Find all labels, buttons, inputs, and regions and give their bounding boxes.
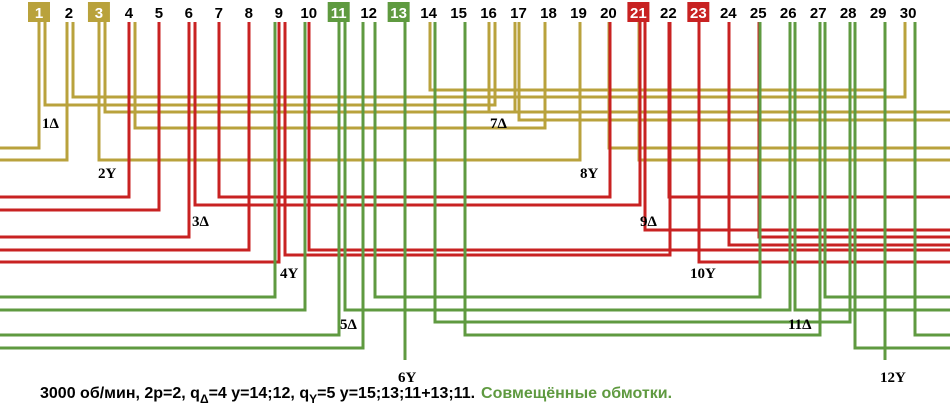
coil-label: 1Δ bbox=[42, 116, 60, 132]
slot-number: 14 bbox=[420, 5, 437, 22]
caption-text: =5 y=15;13;11+13;11. bbox=[317, 385, 475, 402]
slot-number: 25 bbox=[750, 5, 767, 22]
slot-number: 6 bbox=[185, 5, 193, 22]
slot-number: 5 bbox=[155, 5, 163, 22]
caption: 3000 об/мин, 2p=2, qΔ=4 y=14;12, qY=5 y=… bbox=[40, 385, 672, 406]
slot-number: 13 bbox=[390, 5, 407, 22]
gold-winding bbox=[0, 22, 950, 162]
slot-number: 7 bbox=[215, 5, 223, 22]
slot-number: 30 bbox=[900, 5, 917, 22]
coil-label: 6Y bbox=[398, 370, 417, 386]
caption-text: =4 y=14;12, q bbox=[209, 385, 310, 402]
slot-number: 28 bbox=[840, 5, 857, 22]
slot-number: 3 bbox=[95, 5, 103, 22]
slot-number: 1 bbox=[35, 5, 43, 22]
caption-sub: Y bbox=[309, 392, 317, 406]
caption-sub: Δ bbox=[200, 392, 209, 406]
slot-box bbox=[687, 2, 710, 22]
slot-number: 4 bbox=[125, 5, 134, 22]
slot-number: 19 bbox=[570, 5, 587, 22]
slot-number: 23 bbox=[690, 5, 707, 22]
slot-number: 24 bbox=[720, 5, 737, 22]
slot-number: 20 bbox=[600, 5, 617, 22]
slot-number: 12 bbox=[360, 5, 377, 22]
slot-number: 22 bbox=[660, 5, 677, 22]
coil-label: 12Y bbox=[880, 370, 906, 386]
slot-number: 15 bbox=[450, 5, 467, 22]
coil-label: 3Δ bbox=[192, 214, 210, 230]
green-winding bbox=[0, 22, 950, 360]
red-winding bbox=[0, 22, 950, 264]
coil-label: 5Δ bbox=[340, 317, 358, 333]
slot-number: 11 bbox=[331, 5, 347, 22]
slot-number: 18 bbox=[540, 5, 557, 22]
slot-number: 21 bbox=[630, 5, 647, 22]
slot-number: 2 bbox=[65, 5, 73, 22]
coil-label: 11Δ bbox=[788, 317, 812, 333]
slot-number: 9 bbox=[275, 5, 283, 22]
caption-note: Совмещённые обмотки. bbox=[481, 385, 672, 402]
slot-box bbox=[627, 2, 650, 22]
slot-number: 26 bbox=[780, 5, 797, 22]
slot-number: 8 bbox=[245, 5, 253, 22]
slot-box bbox=[87, 2, 110, 22]
coil-label: 4Y bbox=[280, 266, 299, 282]
slot-box bbox=[327, 2, 350, 22]
slot-number: 16 bbox=[480, 5, 497, 22]
coil-label: 8Y bbox=[580, 166, 599, 182]
coil-label: 10Y bbox=[690, 266, 716, 282]
slot-box bbox=[28, 2, 50, 22]
coil-label: 7Δ bbox=[490, 116, 508, 132]
caption-text: 3000 об/мин, 2p=2, q bbox=[40, 385, 200, 402]
coil-label: 9Δ bbox=[640, 214, 658, 230]
coil-label: 2Y bbox=[98, 166, 117, 182]
slot-number: 17 bbox=[510, 5, 527, 22]
slot-box bbox=[387, 2, 410, 22]
slot-number: 27 bbox=[810, 5, 827, 22]
slot-number: 29 bbox=[870, 5, 887, 22]
slot-number: 10 bbox=[300, 5, 317, 22]
